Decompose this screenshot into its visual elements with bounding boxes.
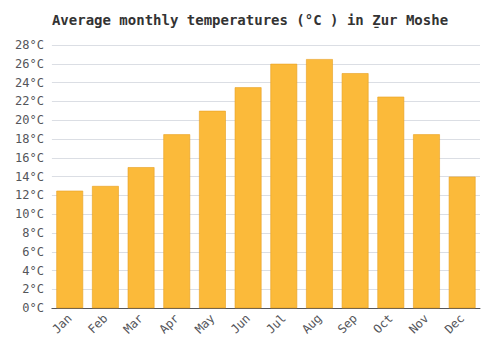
svg-text:0°C: 0°C — [22, 301, 44, 315]
svg-text:Jan: Jan — [49, 311, 74, 336]
svg-text:2°C: 2°C — [22, 282, 44, 296]
svg-text:26°C: 26°C — [15, 57, 44, 71]
svg-text:Nov: Nov — [406, 311, 431, 336]
svg-text:28°C: 28°C — [15, 38, 44, 52]
svg-text:16°C: 16°C — [15, 151, 44, 165]
svg-text:Aug: Aug — [299, 311, 324, 336]
svg-text:Average monthly temperatures (: Average monthly temperatures (°C ) in Ẕu… — [52, 12, 448, 28]
svg-text:Oct: Oct — [371, 311, 396, 336]
svg-text:Sep: Sep — [335, 311, 360, 336]
svg-text:10°C: 10°C — [15, 207, 44, 221]
svg-text:18°C: 18°C — [15, 132, 44, 146]
svg-text:20°C: 20°C — [15, 113, 44, 127]
svg-text:Mar: Mar — [121, 311, 146, 336]
svg-text:Feb: Feb — [85, 311, 110, 336]
svg-text:22°C: 22°C — [15, 94, 44, 108]
svg-text:Dec: Dec — [442, 311, 467, 336]
svg-text:Apr: Apr — [156, 311, 181, 336]
svg-text:Jul: Jul — [264, 311, 289, 336]
svg-text:May: May — [192, 311, 217, 336]
svg-text:14°C: 14°C — [15, 170, 44, 184]
svg-text:4°C: 4°C — [22, 264, 44, 278]
svg-text:Jun: Jun — [228, 311, 253, 336]
svg-text:24°C: 24°C — [15, 76, 44, 90]
svg-text:6°C: 6°C — [22, 245, 44, 259]
svg-text:8°C: 8°C — [22, 226, 44, 240]
svg-text:12°C: 12°C — [15, 188, 44, 202]
